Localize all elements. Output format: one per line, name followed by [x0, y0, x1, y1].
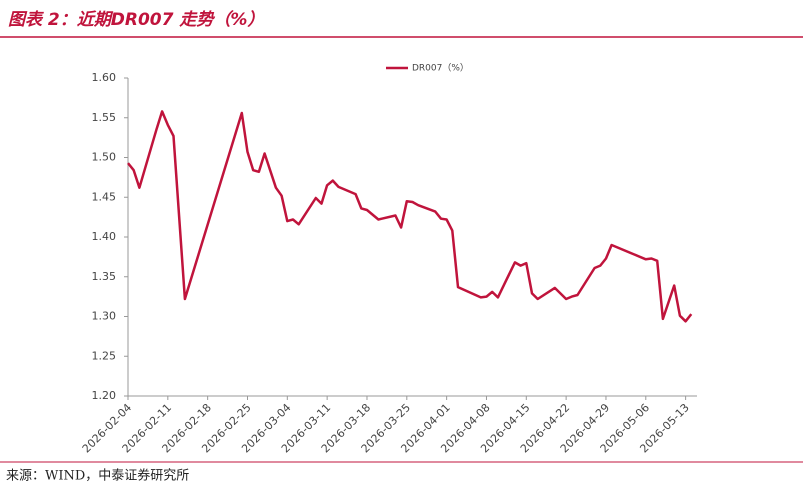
- source-note: 来源：WIND，中泰证券研究所: [6, 468, 189, 484]
- y-tick-label: 1.50: [92, 151, 117, 164]
- y-tick-label: 1.30: [92, 310, 117, 323]
- y-tick-label: 1.35: [92, 270, 117, 283]
- y-tick-label: 1.25: [92, 349, 117, 362]
- y-tick-label: 1.20: [92, 389, 117, 402]
- y-tick-label: 1.40: [92, 230, 117, 243]
- page-title: 图表 2：近期DR007 走势（%）: [8, 10, 264, 30]
- y-tick-label: 1.55: [92, 111, 117, 124]
- y-tick-label: 1.60: [92, 71, 117, 84]
- y-tick-label: 1.45: [92, 190, 117, 203]
- data-line: [127, 110, 693, 323]
- legend-label: DR007（%）: [412, 63, 469, 74]
